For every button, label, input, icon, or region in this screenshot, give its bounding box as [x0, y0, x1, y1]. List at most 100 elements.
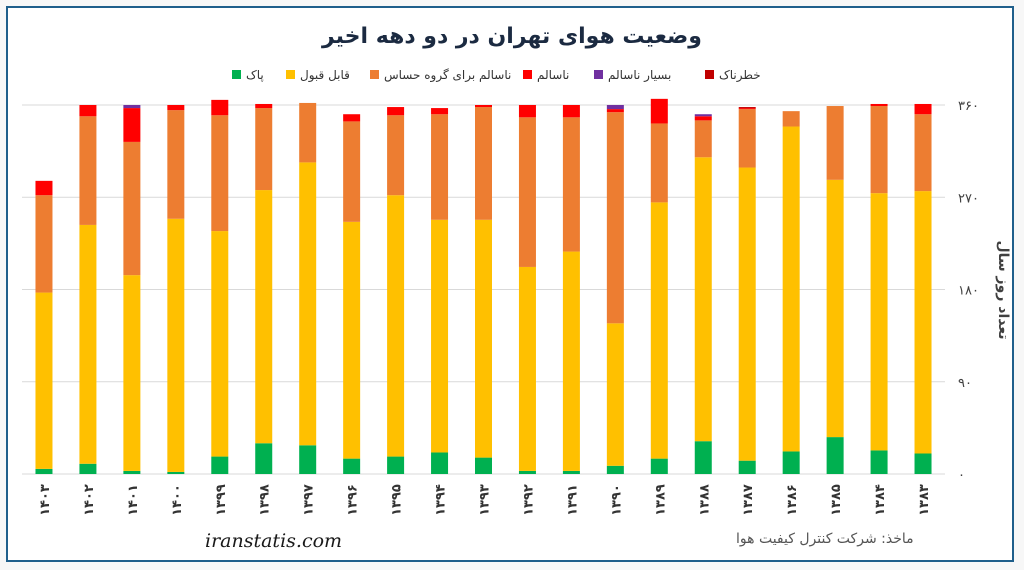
bar-segment	[826, 179, 844, 438]
bar-segment	[606, 112, 624, 324]
legend-label: خطرناک	[719, 68, 761, 83]
x-tick-label: ۱۳۹۴	[434, 484, 449, 516]
legend-swatch	[523, 70, 532, 79]
bar-segment	[79, 105, 97, 117]
bar-segment	[870, 103, 888, 107]
bar-segment	[167, 471, 185, 474]
bar-segment	[387, 456, 405, 474]
bar-segment	[606, 323, 624, 466]
bar-segment	[79, 463, 97, 474]
bar-segment	[694, 120, 712, 158]
bar-segment	[650, 458, 668, 474]
bar-segment	[123, 105, 141, 109]
bar-segment	[475, 219, 492, 458]
bar-segment	[914, 114, 932, 192]
bar-segment	[431, 452, 449, 474]
bar-segment	[123, 275, 141, 471]
bar-segment	[255, 103, 273, 109]
bar-segment	[562, 251, 580, 471]
bar-segment	[35, 468, 53, 474]
y-tick-label: ۱۸۰	[958, 284, 979, 299]
x-tick-label: ۱۳۹۵	[390, 484, 405, 516]
x-tick-label: ۱۴۰۱	[126, 484, 141, 516]
y-axis-label: تعداد روز سال	[995, 241, 1011, 340]
y-tick-label: ۲۷۰	[958, 191, 979, 206]
bar-segment	[299, 102, 317, 163]
x-tick-label: ۱۳۸۸	[697, 484, 712, 516]
bar-segment	[211, 231, 229, 457]
bar-segment	[562, 105, 580, 118]
x-tick-label: ۱۳۸۷	[741, 484, 756, 516]
bar-segment	[914, 453, 932, 474]
x-tick-label: ۱۳۹۰	[609, 484, 624, 516]
bar-segment	[255, 190, 273, 444]
bar-segment	[782, 451, 800, 474]
legend-swatch	[594, 70, 603, 79]
bar-segment	[255, 443, 273, 474]
legend-label: بسیار ناسالم	[608, 68, 671, 83]
bar-segment	[35, 180, 53, 196]
x-tick-label: ۱۳۹۶	[346, 484, 361, 516]
x-tick-label: ۱۳۹۸	[258, 484, 273, 516]
bar-segment	[826, 437, 844, 474]
bar-segment	[650, 98, 668, 124]
bar-segment	[870, 193, 888, 451]
legend-swatch	[232, 70, 241, 79]
site-credit: iranstatis.com	[205, 530, 343, 552]
bar-segment	[738, 109, 756, 168]
chart-title: وضعیت هوای تهران در دو دهه اخیر	[322, 24, 702, 49]
bar-segment	[475, 107, 492, 220]
x-tick-label: ۱۴۰۳	[38, 484, 53, 516]
x-tick-label: ۱۳۹۹	[214, 484, 229, 516]
x-tick-label: ۱۳۸۳	[917, 484, 932, 516]
bar-segment	[79, 116, 97, 225]
bar-segment	[167, 105, 185, 111]
bar-segment	[782, 126, 800, 452]
bar-segment	[387, 107, 405, 116]
bar-segment	[211, 115, 229, 232]
bar-segment	[694, 157, 712, 442]
legend-swatch	[370, 70, 379, 79]
y-tick-label: ۰	[958, 468, 965, 483]
bar-segment	[562, 470, 580, 474]
x-tick-label: ۱۴۰۰	[170, 484, 185, 516]
bar-segment	[518, 470, 536, 474]
bar-segment	[738, 107, 756, 109]
bar-segment	[606, 109, 624, 113]
legend-label: ناسالم برای گروه حساس	[384, 68, 511, 83]
legend-swatch	[286, 70, 295, 79]
bar-segment	[299, 445, 317, 474]
bar-segment	[211, 99, 229, 116]
bar-segment	[255, 108, 273, 191]
bar-segment	[475, 105, 492, 108]
bar-segment	[694, 116, 712, 121]
bar-segment	[650, 123, 668, 203]
legend-label: پاک	[246, 68, 264, 82]
bar-segment	[606, 465, 624, 474]
bar-segment	[826, 106, 844, 180]
bar-segment	[738, 460, 756, 474]
x-tick-label: ۱۳۸۴	[873, 484, 888, 516]
y-tick-label: ۹۰	[958, 376, 972, 391]
bar-segment	[35, 292, 53, 469]
bar-segment	[650, 202, 668, 459]
bar-segment	[738, 108, 756, 110]
bar-segment	[431, 114, 449, 220]
legend-label: ناسالم	[537, 68, 569, 82]
x-tick-label: ۱۳۹۷	[302, 484, 317, 516]
bar-segment	[562, 117, 580, 252]
x-tick-label: ۱۳۹۱	[565, 484, 580, 516]
bar-segment	[782, 111, 800, 127]
bar-segment	[431, 219, 449, 453]
bar-segment	[870, 106, 888, 194]
bar-segment	[211, 456, 229, 474]
bar-segment	[518, 117, 536, 267]
source-note: ماخذ: شرکت کنترل کیفیت هوا	[736, 531, 914, 547]
bar-segment	[123, 141, 141, 276]
bar-segment	[694, 441, 712, 474]
bar-segment	[299, 162, 317, 446]
x-tick-label: ۱۳۸۵	[829, 484, 844, 516]
bar-segment	[518, 266, 536, 471]
bar-segment	[167, 218, 185, 472]
